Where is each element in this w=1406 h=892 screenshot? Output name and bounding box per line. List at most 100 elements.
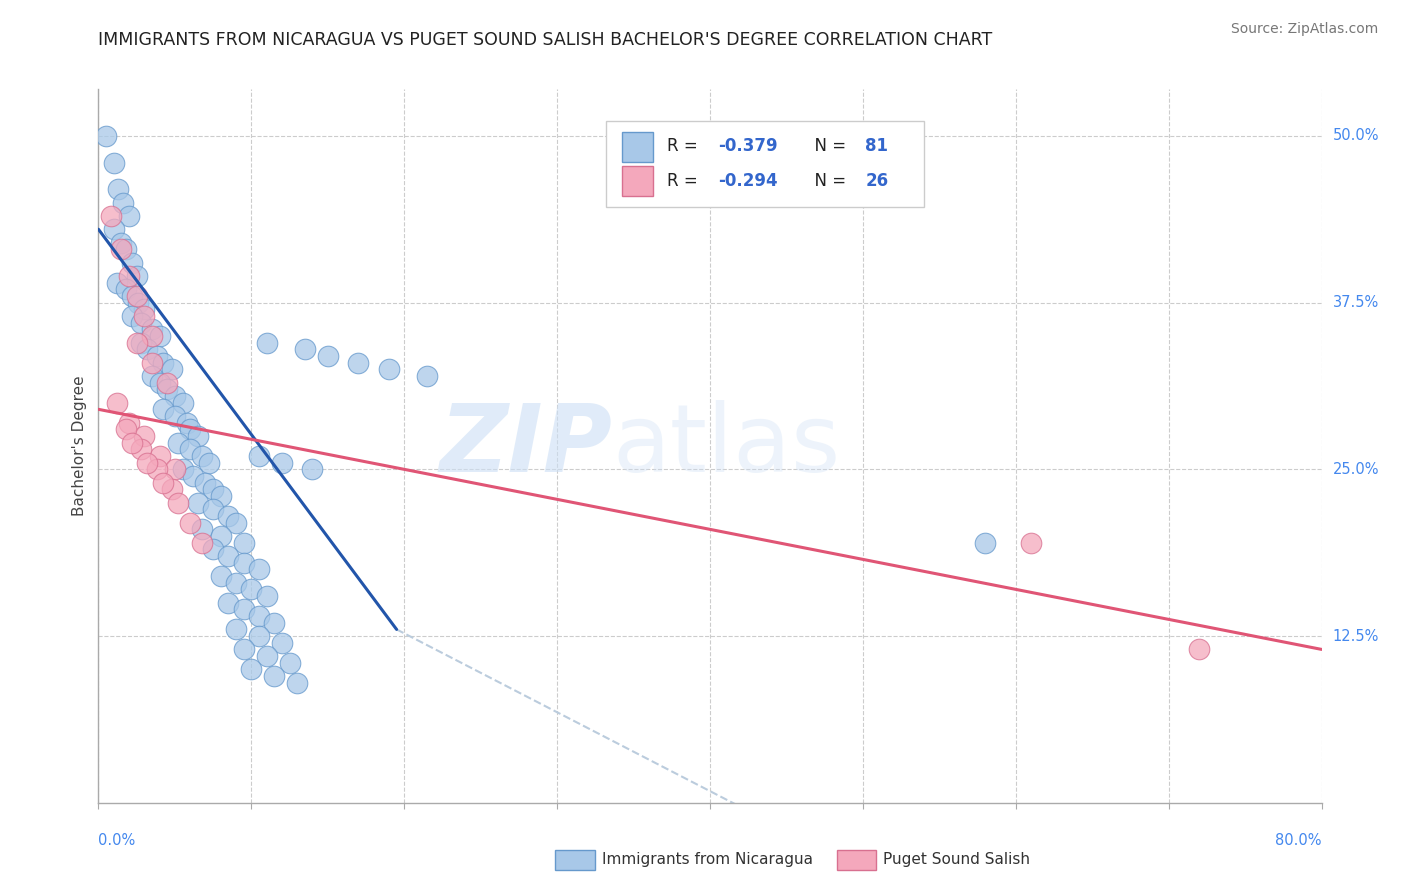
Point bbox=[256, 335, 278, 350]
Text: -0.379: -0.379 bbox=[718, 137, 778, 155]
Point bbox=[118, 268, 141, 283]
Point bbox=[152, 475, 174, 490]
Point bbox=[217, 549, 239, 563]
Text: Source: ZipAtlas.com: Source: ZipAtlas.com bbox=[1230, 22, 1378, 37]
Point bbox=[179, 442, 201, 457]
Point bbox=[134, 302, 156, 317]
Text: 0.0%: 0.0% bbox=[98, 833, 135, 848]
Point bbox=[167, 496, 190, 510]
Point bbox=[347, 356, 370, 370]
Point bbox=[156, 382, 179, 396]
Point bbox=[141, 356, 163, 370]
Point bbox=[111, 195, 134, 210]
Text: R =: R = bbox=[668, 137, 703, 155]
Point bbox=[225, 516, 247, 530]
Point bbox=[134, 429, 156, 443]
Y-axis label: Bachelor's Degree: Bachelor's Degree bbox=[72, 376, 87, 516]
Point bbox=[225, 623, 247, 637]
Point bbox=[181, 469, 204, 483]
Point bbox=[179, 422, 201, 436]
Point bbox=[187, 496, 209, 510]
Point bbox=[110, 235, 132, 250]
Point bbox=[163, 389, 186, 403]
Point bbox=[263, 669, 285, 683]
Point bbox=[118, 416, 141, 430]
Point bbox=[141, 329, 163, 343]
Point bbox=[247, 609, 270, 624]
Text: -0.294: -0.294 bbox=[718, 171, 778, 189]
FancyBboxPatch shape bbox=[621, 166, 652, 196]
Point bbox=[1019, 535, 1042, 549]
Point bbox=[145, 349, 167, 363]
Point bbox=[167, 435, 190, 450]
Point bbox=[176, 416, 198, 430]
Point bbox=[202, 502, 225, 516]
Point bbox=[160, 483, 183, 497]
Point bbox=[247, 629, 270, 643]
Point bbox=[172, 462, 194, 476]
Point bbox=[209, 569, 232, 583]
Point bbox=[191, 449, 214, 463]
Text: 81: 81 bbox=[865, 137, 889, 155]
Point bbox=[134, 309, 156, 323]
Text: N =: N = bbox=[804, 171, 852, 189]
Point bbox=[974, 535, 997, 549]
Point bbox=[125, 289, 148, 303]
Text: 12.5%: 12.5% bbox=[1333, 629, 1379, 643]
Point bbox=[125, 335, 148, 350]
Point bbox=[100, 209, 122, 223]
Point bbox=[156, 376, 179, 390]
Point bbox=[115, 242, 138, 256]
Point bbox=[94, 128, 117, 143]
Text: N =: N = bbox=[804, 137, 852, 155]
Point bbox=[256, 589, 278, 603]
Point bbox=[103, 155, 125, 169]
Point bbox=[247, 449, 270, 463]
Point bbox=[172, 395, 194, 409]
Point bbox=[187, 429, 209, 443]
Point bbox=[232, 556, 254, 570]
Point bbox=[209, 529, 232, 543]
Point bbox=[127, 295, 149, 310]
Point bbox=[191, 522, 214, 536]
Point bbox=[240, 582, 263, 597]
Point bbox=[129, 335, 152, 350]
Point bbox=[232, 535, 254, 549]
Point bbox=[378, 362, 401, 376]
Point bbox=[121, 309, 143, 323]
Point bbox=[416, 368, 439, 383]
Text: R =: R = bbox=[668, 171, 703, 189]
Point bbox=[270, 636, 292, 650]
Point bbox=[191, 535, 214, 549]
Point bbox=[217, 509, 239, 524]
FancyBboxPatch shape bbox=[606, 121, 924, 207]
Point bbox=[115, 422, 138, 436]
Point bbox=[217, 596, 239, 610]
Point bbox=[129, 316, 152, 330]
Point bbox=[1188, 642, 1211, 657]
Point bbox=[194, 475, 217, 490]
Text: 25.0%: 25.0% bbox=[1333, 462, 1379, 477]
Text: atlas: atlas bbox=[612, 400, 841, 492]
Point bbox=[179, 516, 201, 530]
Point bbox=[240, 662, 263, 676]
Point bbox=[197, 456, 219, 470]
Point bbox=[107, 182, 129, 196]
Text: Immigrants from Nicaragua: Immigrants from Nicaragua bbox=[602, 853, 813, 867]
Point bbox=[136, 343, 159, 357]
Point bbox=[121, 289, 143, 303]
Point bbox=[256, 649, 278, 664]
Point bbox=[125, 268, 148, 283]
Text: Puget Sound Salish: Puget Sound Salish bbox=[883, 853, 1031, 867]
Point bbox=[285, 675, 308, 690]
Point bbox=[301, 462, 323, 476]
Point bbox=[121, 435, 143, 450]
Point bbox=[136, 456, 159, 470]
Point bbox=[149, 329, 172, 343]
Point bbox=[149, 376, 172, 390]
Text: IMMIGRANTS FROM NICARAGUA VS PUGET SOUND SALISH BACHELOR'S DEGREE CORRELATION CH: IMMIGRANTS FROM NICARAGUA VS PUGET SOUND… bbox=[98, 31, 993, 49]
Point bbox=[294, 343, 316, 357]
Point bbox=[202, 542, 225, 557]
Point bbox=[141, 368, 163, 383]
Point bbox=[149, 449, 172, 463]
